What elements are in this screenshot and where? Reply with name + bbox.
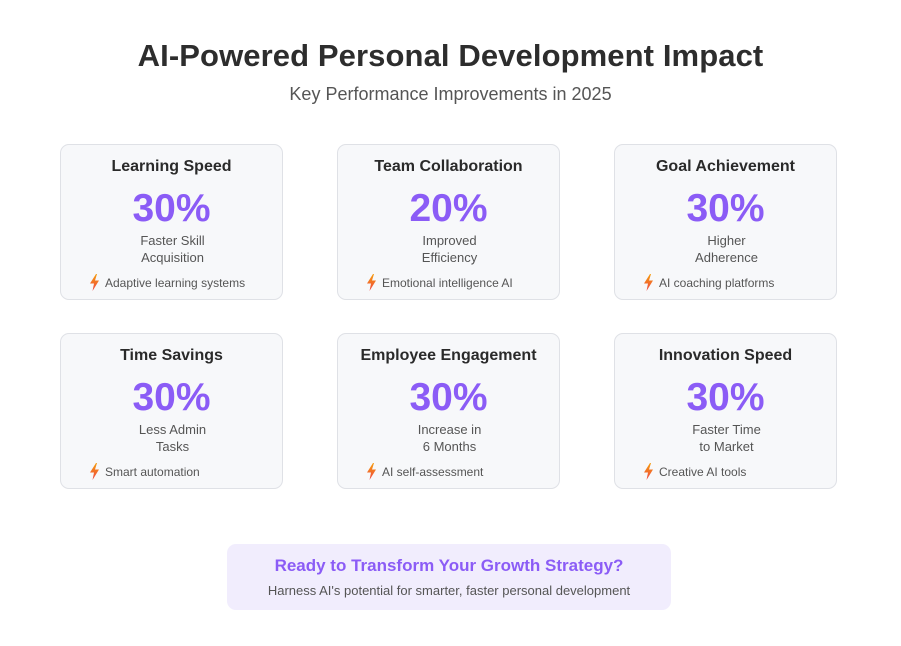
metric-title: Time Savings	[120, 347, 223, 364]
lightning-bolt-icon	[367, 463, 376, 480]
metric-note-text: AI coaching platforms	[659, 275, 775, 290]
cta-text: Harness AI's potential for smarter, fast…	[267, 583, 631, 598]
lightning-bolt-icon	[644, 463, 653, 480]
metric-description: Less Admin Tasks	[138, 422, 207, 454]
lightning-bolt-icon	[644, 274, 653, 291]
metric-note: AI coaching platforms	[643, 274, 774, 291]
metric-note-text: Smart automation	[105, 464, 200, 479]
metric-note-text: AI self-assessment	[382, 464, 484, 479]
cta-banner: Ready to Transform Your Growth Strategy?…	[227, 544, 671, 610]
metric-title: Employee Engagement	[360, 347, 537, 364]
metric-card-team-collaboration: Team Collaboration 20% Improved Efficien…	[337, 144, 560, 300]
metric-note: Creative AI tools	[643, 463, 746, 480]
metric-note-text: Emotional intelligence AI	[382, 275, 513, 290]
metric-card-learning-speed: Learning Speed 30% Faster Skill Acquisit…	[60, 144, 283, 300]
lightning-bolt-icon	[90, 463, 99, 480]
metric-value: 30%	[409, 376, 488, 419]
lightning-bolt-icon	[367, 274, 376, 291]
metric-value: 30%	[132, 376, 211, 419]
metric-value: 30%	[686, 376, 765, 419]
metric-description: Increase in 6 Months	[417, 422, 482, 454]
metric-card-employee-engagement: Employee Engagement 30% Increase in 6 Mo…	[337, 333, 560, 489]
metric-value: 20%	[409, 187, 488, 230]
metric-card-innovation-speed: Innovation Speed 30% Faster Time to Mark…	[614, 333, 837, 489]
metric-note: AI self-assessment	[366, 463, 483, 480]
lightning-bolt-icon	[90, 274, 99, 291]
metric-note: Smart automation	[89, 463, 200, 480]
metric-description: Higher Adherence	[695, 233, 758, 265]
metric-note-text: Creative AI tools	[659, 464, 747, 479]
metric-description: Faster Skill Acquisition	[140, 233, 205, 265]
metric-card-time-savings: Time Savings 30% Less Admin Tasks Smart …	[60, 333, 283, 489]
metric-note: Adaptive learning systems	[89, 274, 245, 291]
metric-title: Team Collaboration	[374, 158, 523, 175]
metric-value: 30%	[686, 187, 765, 230]
metric-title: Goal Achievement	[655, 158, 795, 175]
metric-title: Innovation Speed	[658, 347, 793, 364]
metric-note: Emotional intelligence AI	[366, 274, 513, 291]
page-subtitle: Key Performance Improvements in 2025	[289, 84, 612, 104]
metric-card-goal-achievement: Goal Achievement 30% Higher Adherence AI…	[614, 144, 837, 300]
metric-description: Improved Efficiency	[421, 233, 478, 265]
cta-title: Ready to Transform Your Growth Strategy?	[274, 556, 624, 575]
metric-title: Learning Speed	[111, 158, 232, 175]
metric-value: 30%	[132, 187, 211, 230]
metrics-grid: Learning Speed 30% Faster Skill Acquisit…	[60, 144, 838, 489]
metric-note-text: Adaptive learning systems	[105, 275, 246, 290]
metric-description: Faster Time to Market	[692, 422, 761, 454]
page-title: AI-Powered Personal Development Impact	[137, 38, 764, 73]
